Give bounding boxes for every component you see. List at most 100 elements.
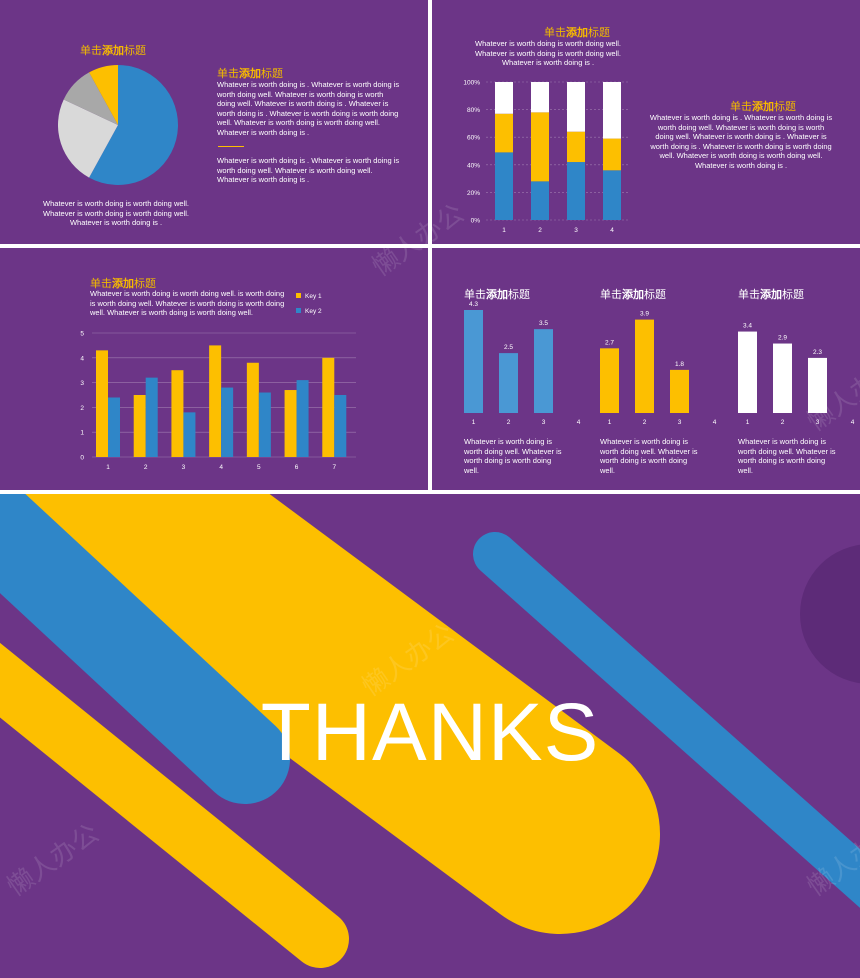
y-tick-label: 3 (80, 380, 84, 387)
legend-label: Key 2 (305, 308, 322, 315)
grouped-bar (171, 370, 184, 457)
grouped-bar (246, 362, 259, 457)
grouped-bar (183, 412, 196, 457)
blue-stripe-left (0, 494, 290, 804)
stacked-caption: Whatever is worth doing is worth doing w… (475, 39, 621, 68)
small-bar (600, 348, 619, 413)
stacked-bar-chart: 0% 20% 40% 60% 80% 100% 1 2 3 4 (463, 80, 630, 234)
y-tick-label: 40% (467, 162, 480, 169)
x-tick-label: 2 (507, 419, 511, 426)
x-tick-label: 1 (608, 419, 612, 426)
x-tick-label: 2 (643, 419, 647, 426)
y-tick-label: 60% (467, 135, 480, 142)
data-label: 3.4 (743, 323, 752, 330)
stacked-bar-segment (567, 82, 585, 132)
data-label: 3.9 (640, 311, 649, 318)
small-bar-chart-3: 3.4 1 2.9 2 2.3 3 4 (738, 323, 855, 426)
y-tick-label: 4 (80, 355, 84, 362)
x-tick-label: 2 (144, 464, 148, 471)
stacked-bar-segment (603, 82, 621, 139)
grouped-bar (145, 377, 158, 457)
grouped-caption: Whatever is worth doing is worth doing w… (90, 289, 285, 318)
data-label: 2.3 (813, 349, 822, 356)
blue-stripe-right (473, 532, 860, 908)
y-tick-label: 0% (471, 218, 481, 225)
x-tick-label: 3 (574, 227, 578, 234)
slide-stacked-bar: 单击添加标题 Whatever is worth doing is worth … (432, 0, 860, 244)
stacked-bar-segment (495, 82, 513, 114)
x-tick-label: 4 (610, 227, 614, 234)
stacked-bar-segment (603, 138, 621, 171)
small-chart-title-2: 单击添加标题 (600, 289, 666, 301)
slide-grouped-bar: 单击添加标题 Whatever is worth doing is worth … (0, 248, 428, 490)
small-bar (635, 319, 654, 413)
data-label: 1.8 (675, 361, 684, 368)
big-yellow-stripe (0, 494, 660, 934)
data-label: 2.5 (504, 344, 513, 351)
grouped-bar (133, 395, 146, 457)
grouped-bar (334, 395, 347, 457)
grouped-bar (209, 345, 222, 457)
legend-swatch (296, 308, 301, 313)
stacked-bar-segment (567, 162, 585, 220)
stacked-bar-segment (495, 113, 513, 153)
x-tick-label: 2 (538, 227, 542, 234)
pie-chart (58, 65, 178, 185)
x-tick-label: 3 (816, 419, 820, 426)
y-tick-label: 2 (80, 405, 84, 412)
small-bar-chart-2: 2.7 1 3.9 2 1.8 3 4 (600, 311, 717, 426)
x-tick-label: 6 (295, 464, 299, 471)
y-tick-label: 5 (80, 331, 84, 338)
stacked-bar-segment (531, 181, 549, 220)
stacked-bar-segment (567, 131, 585, 163)
small-chart-title-1: 单击添加标题 (464, 289, 530, 301)
stacked-bar-segment (495, 152, 513, 220)
stacked-bar-segment (603, 170, 621, 220)
pie-side-text-2: Whatever is worth doing is . Whatever is… (217, 156, 400, 185)
x-tick-label: 4 (851, 419, 855, 426)
data-label: 2.9 (778, 335, 787, 342)
pie-slice (63, 72, 118, 125)
small-bar (499, 353, 518, 413)
small-bar (773, 343, 792, 413)
grouped-bar (322, 357, 335, 457)
data-label: 2.7 (605, 339, 614, 346)
small-bar (464, 310, 483, 413)
legend-label: Key 1 (305, 293, 322, 300)
y-tick-label: 20% (467, 190, 480, 197)
legend-swatch (296, 293, 301, 298)
thanks-decoration (0, 494, 860, 968)
pie-slice (58, 99, 118, 178)
stacked-side-text: Whatever is worth doing is . Whatever is… (649, 113, 833, 170)
slide-thanks: THANKS (0, 494, 860, 978)
pie-side-title: 单击添加标题 (217, 68, 283, 80)
x-tick-label: 4 (713, 419, 717, 426)
purple-circle (800, 544, 860, 684)
small-caption-3: Whatever is worth doing is worth doing w… (738, 437, 836, 475)
divider-line (218, 146, 244, 147)
small-bar (534, 329, 553, 413)
grouped-bar (96, 350, 108, 457)
pie-chart-title: 单击添加标题 (80, 45, 146, 57)
grouped-bar (296, 380, 309, 457)
x-tick-label: 7 (332, 464, 336, 471)
x-tick-label: 3 (678, 419, 682, 426)
pie-slice (89, 65, 118, 125)
data-label: 4.3 (469, 301, 478, 308)
data-label: 3.5 (539, 320, 548, 327)
grouped-bar (221, 387, 234, 457)
x-tick-label: 1 (472, 419, 476, 426)
stacked-side-title: 单击添加标题 (730, 101, 796, 113)
stacked-bar-segment (531, 82, 549, 113)
pie-slice (89, 65, 178, 185)
small-bar (808, 357, 827, 413)
thanks-text: THANKS (260, 687, 600, 778)
slide-pie: 单击添加标题 Whatever is worth doing is worth … (0, 0, 428, 244)
grouped-bar (108, 397, 120, 457)
pie-caption: Whatever is worth doing is worth doing w… (43, 199, 189, 228)
grouped-chart-title: 单击添加标题 (90, 278, 156, 290)
x-tick-label: 1 (746, 419, 750, 426)
slide-three-bars: 单击添加标题 单击添加标题 单击添加标题 4.3 1 2.5 2 3.5 3 4 2.7 1 3… (432, 248, 860, 490)
y-tick-label: 80% (467, 107, 480, 114)
x-tick-label: 4 (577, 419, 581, 426)
